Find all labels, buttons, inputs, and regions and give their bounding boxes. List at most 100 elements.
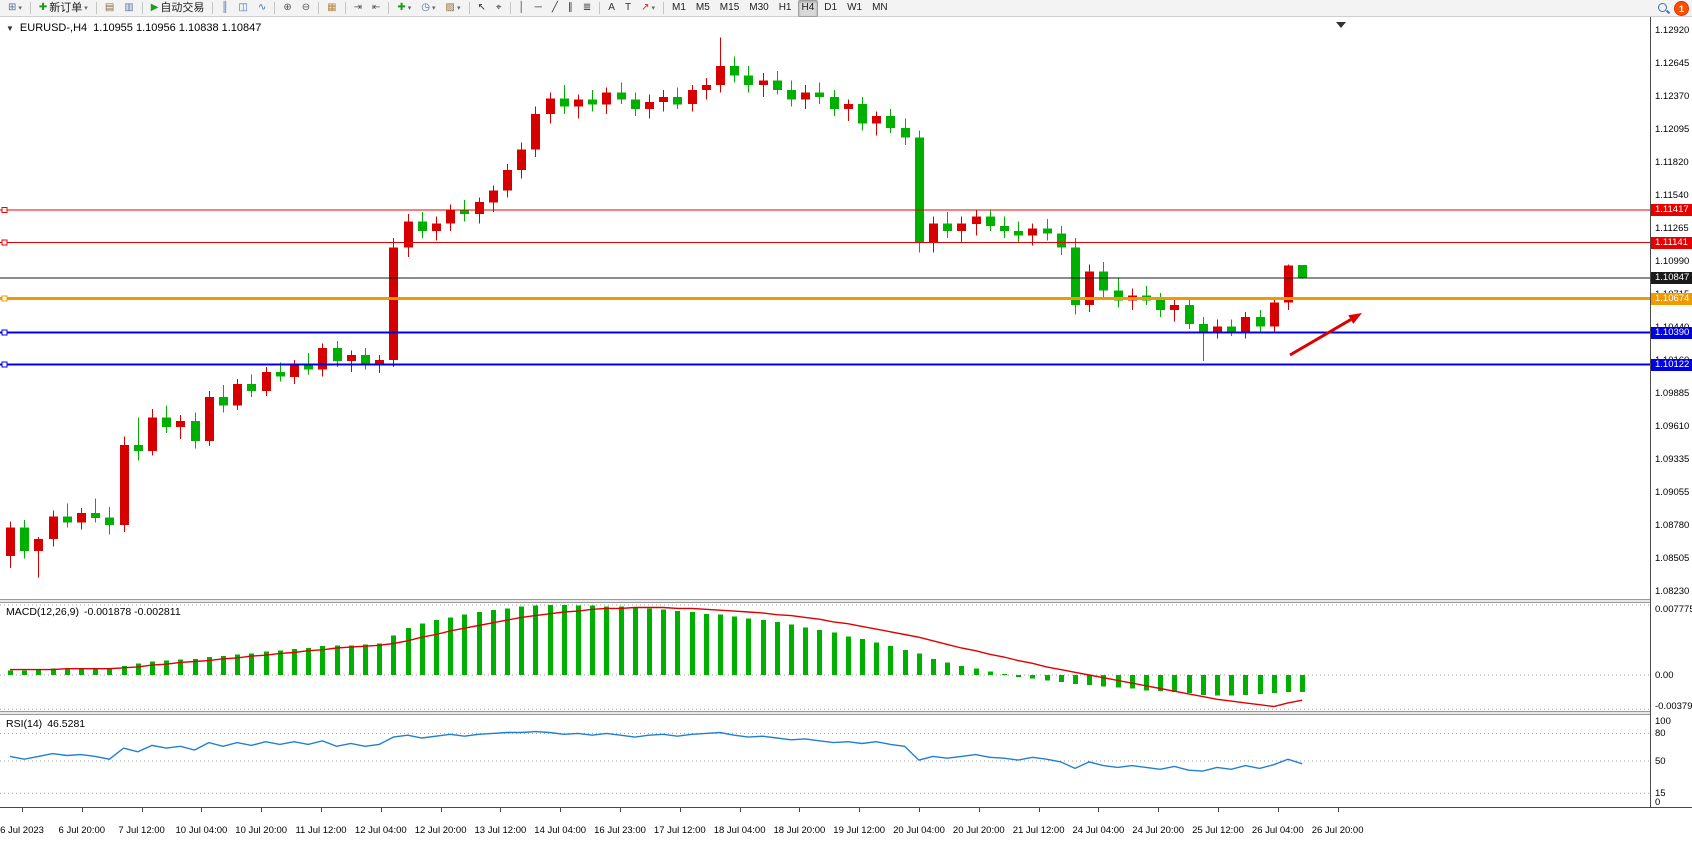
time-axis-tick [201,808,203,812]
panel-separator[interactable] [0,711,1650,715]
candle-body [915,137,924,243]
line-anchor[interactable] [1,239,8,246]
pivot-line[interactable] [0,295,1650,302]
line-chart-button[interactable]: ∿ [254,0,270,17]
timeframe-mn-button[interactable]: MN [868,0,892,17]
timeframe-h1-button[interactable]: H1 [775,0,796,17]
templates-button[interactable]: ▨ ▾ [442,0,465,17]
time-axis-tick [859,808,861,812]
trend-arrow-annotation[interactable] [1289,313,1362,357]
pivot-line-price-tag: 1.10674 [1651,292,1692,305]
support-line-2[interactable] [0,361,1650,368]
zoom-in-button[interactable]: ⊕ [279,0,295,17]
notification-badge[interactable]: 1 [1674,1,1689,16]
candle-body [77,513,86,523]
macd-panel[interactable]: MACD(12,26,9) -0.001878 -0.002811 [0,603,1650,711]
timeframe-h4-button[interactable]: H4 [797,0,819,17]
rsi-panel[interactable]: RSI(14) 46.5281 [0,715,1650,807]
trendline-icon: ╱ [551,2,558,13]
timeframe-d1-button[interactable]: D1 [820,0,841,17]
line-anchor[interactable] [1,295,8,302]
time-axis[interactable]: 6 Jul 2023 6 Jul 20:00 7 Jul 12:00 10 Jul 0… [0,807,1692,845]
profiles-button[interactable]: ▥ [120,0,137,17]
time-axis-tick [560,808,562,812]
candle-body [418,221,427,231]
candlestick-chart-button[interactable]: ◫ [235,0,252,17]
horizontal-line-button[interactable]: ─ [531,0,546,17]
macd-axis-label: -0.003797 [1655,701,1692,712]
time-axis-label: 16 Jul 23:00 [594,825,646,836]
panel-separator[interactable] [0,599,1650,603]
timeframe-h1-label: H1 [778,2,792,13]
arrows-button[interactable]: ↗ ▾ [637,0,659,17]
text-icon: A [608,2,615,13]
candle-body [588,99,597,105]
indicators-button[interactable]: ✚ ▾ [393,0,415,17]
bar-chart-button[interactable]: ║ [217,0,232,17]
line-anchor[interactable] [1,329,8,336]
time-axis-tick [620,808,621,812]
zoom-out-button[interactable]: ⊖ [298,0,314,17]
line-chart-icon: ∿ [257,2,267,13]
templates-icon: ▨ [445,2,455,13]
new-chart-button[interactable]: ⊞ ▾ [4,0,26,17]
bid-price-line-price-tag: 1.10847 [1651,271,1692,284]
macd-histogram [8,604,1305,696]
trendline-button[interactable]: ╱ [548,0,562,17]
line-anchor[interactable] [1,361,8,368]
candle-body [49,516,58,540]
candle-body [972,216,981,224]
vertical-line-button[interactable]: │ [515,0,529,17]
chart-shift-button[interactable]: ⇤ [368,0,384,17]
toolbar-separator [599,2,601,14]
cursor-button[interactable]: ↖ [474,0,490,17]
candle-body [943,223,952,231]
auto-scroll-button[interactable]: ⇥ [350,0,366,17]
one-click-trading-toggle[interactable]: ▼ [6,23,14,33]
time-axis-label: 12 Jul 20:00 [414,825,467,836]
rsi-axis-label: 0 [1655,797,1661,808]
text-label-icon: T [624,2,632,13]
main-chart-panel[interactable]: ▼ EURUSD-,H4 1.10955 1.10956 1.10838 1.1… [0,17,1650,599]
crosshair-button[interactable]: ⌖ [492,0,506,17]
equidistant-channel-button[interactable]: ∥ [564,0,577,17]
time-axis-tick [1277,808,1279,812]
candle-body [759,80,768,86]
candle-body [872,116,881,124]
chart-shift-marker-icon[interactable] [1336,22,1346,28]
vertical-line-icon: │ [518,2,525,13]
price-axis-label: 1.12645 [1655,58,1690,69]
timeframe-m30-button[interactable]: M30 [745,0,772,17]
new-order-button[interactable]: ✚ 新订单 ▾ [35,0,92,17]
fibonacci-button[interactable]: ≣ [579,0,595,17]
resistance-line-2[interactable] [0,239,1650,246]
chart-shift-icon: ⇤ [371,2,381,13]
candle-body [716,66,725,86]
price-axis-label: 1.09610 [1655,420,1690,432]
timeframe-w1-button[interactable]: W1 [843,0,866,17]
timeframe-m1-button[interactable]: M1 [668,0,690,17]
fibonacci-icon: ≣ [582,2,592,13]
price-axis[interactable]: 1.12920 1.12645 1.12370 1.12095 1.11820 1.115… [1650,17,1692,808]
charts-list-button[interactable]: ▤ [101,0,118,17]
timeframe-m5-label: M5 [695,2,710,13]
support-line-1[interactable] [0,329,1650,336]
auto-trading-button[interactable]: ▶ 自动交易 [147,0,209,17]
text-label-button[interactable]: T [621,0,635,17]
timeframe-m15-button[interactable]: M15 [716,0,743,17]
indicators-icon: ✚ [397,2,406,13]
candle-body [631,99,640,110]
rsi-axis-label: 15 [1655,788,1666,800]
timeframe-m5-button[interactable]: M5 [692,0,714,17]
tile-windows-button[interactable]: ▦ [323,0,340,17]
chart-title: ▼ EURUSD-,H4 1.10955 1.10956 1.10838 1.1… [6,22,261,34]
time-axis-tick [1038,808,1040,812]
line-anchor[interactable] [1,206,8,213]
text-button[interactable]: A [604,0,619,17]
ohlc-values: 1.10955 1.10956 1.10838 1.10847 [93,22,262,34]
periods-button[interactable]: ◷ ▾ [417,0,439,17]
candle-body [105,517,114,525]
search-icon[interactable] [1657,2,1671,15]
candle-body [1014,230,1023,236]
resistance-line-1[interactable] [0,206,1650,213]
